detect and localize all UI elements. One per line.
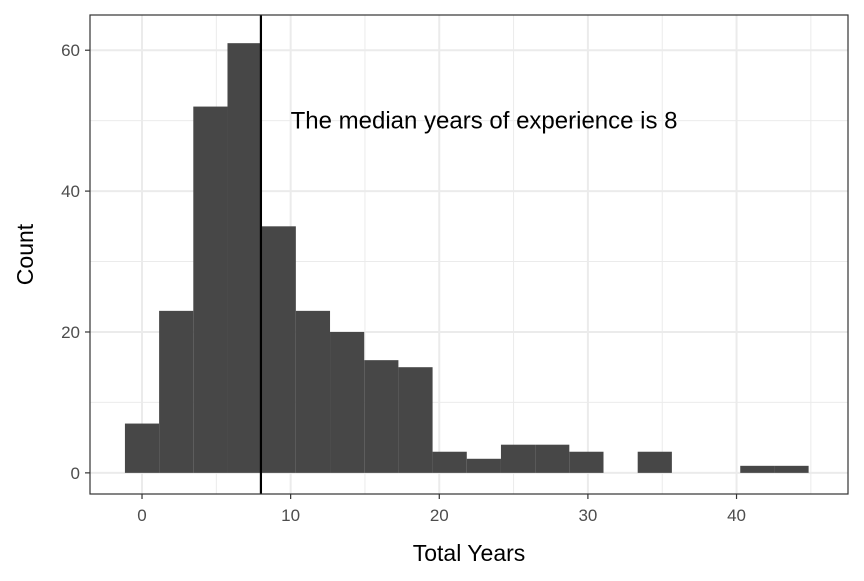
x-tick-label: 0: [137, 506, 146, 525]
y-tick-label: 40: [61, 182, 80, 201]
histogram-bar: [569, 451, 604, 473]
x-tick-label: 40: [727, 506, 746, 525]
y-tick-label: 0: [71, 464, 80, 483]
histogram-bar: [124, 423, 160, 473]
histogram-bar: [193, 106, 228, 473]
x-tick-label: 30: [578, 506, 597, 525]
median-annotation: The median years of experience is 8: [291, 108, 678, 135]
histogram-bar: [740, 465, 775, 473]
histogram-bar: [295, 310, 331, 473]
histogram-bar: [159, 310, 194, 473]
y-axis-title: Count: [12, 223, 38, 285]
bars-layer: [124, 43, 809, 473]
histogram-bar: [364, 360, 399, 473]
x-axis-title: Total Years: [413, 540, 526, 566]
x-tick-label: 20: [430, 506, 449, 525]
x-tick-label: 10: [281, 506, 300, 525]
y-tick-label: 60: [61, 41, 80, 60]
histogram-bar: [261, 226, 296, 473]
histogram-bar: [466, 458, 501, 473]
y-tick-label: 20: [61, 323, 80, 342]
histogram-bar: [500, 444, 536, 473]
histogram-bar: [637, 451, 672, 473]
histogram-bar: [398, 367, 433, 473]
annotation-layer: The median years of experience is 8: [291, 108, 678, 135]
histogram-bar: [330, 331, 365, 473]
histogram-bar: [432, 451, 467, 473]
panel-border: [89, 14, 849, 495]
axis-layer: 0 10 20 30 40 0 20 40 60: [61, 41, 746, 525]
histogram-bar: [227, 43, 262, 473]
histogram-bar: [774, 465, 809, 473]
histogram-bar: [535, 444, 570, 473]
